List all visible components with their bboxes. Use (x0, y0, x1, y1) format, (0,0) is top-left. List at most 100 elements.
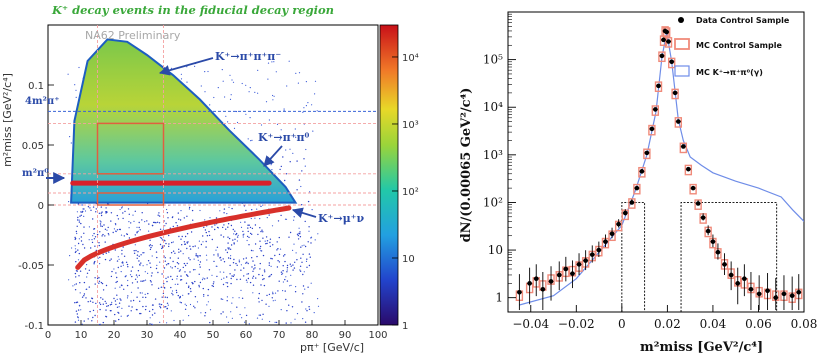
left-x-tick-label: 0 (45, 330, 51, 341)
right-x-tick-label: −0.04 (512, 317, 549, 331)
data-point (589, 252, 595, 257)
scatter-dot (116, 306, 119, 308)
scatter-dot (102, 289, 105, 291)
scatter-dot (86, 276, 88, 278)
data-point (781, 291, 787, 297)
scatter-dot (214, 228, 216, 231)
scatter-dot (302, 293, 304, 295)
scatter-dot (77, 317, 79, 319)
scatter-dot (186, 81, 188, 83)
scatter-dot (235, 233, 237, 236)
scatter-dot (286, 85, 288, 87)
scatter-dot (82, 210, 84, 213)
scatter-dot (247, 262, 249, 265)
scatter-dot (244, 307, 246, 309)
data-point (517, 289, 522, 295)
scatter-dot (122, 264, 124, 266)
scatter-dot (250, 217, 252, 220)
scatter-dot (303, 107, 305, 109)
scatter-dot (100, 225, 102, 227)
left-x-tick-label: 10 (75, 330, 88, 341)
scatter-dot (220, 298, 222, 300)
scatter-dot (147, 272, 149, 274)
scatter-dot (104, 235, 106, 237)
scatter-dot (266, 242, 268, 245)
scatter-dot (213, 260, 215, 263)
scatter-dot (118, 318, 120, 321)
scatter-dot (123, 288, 125, 290)
scatter-dot (187, 286, 190, 289)
scatter-dot (285, 218, 288, 220)
signal-region-outline (680, 201, 778, 312)
scatter-dot (282, 156, 284, 158)
scatter-dot (266, 294, 268, 297)
scatter-dot (116, 214, 119, 217)
scatter-dot (268, 276, 270, 278)
scatter-dot (262, 254, 265, 257)
scatter-dot (248, 323, 250, 325)
scatter-dot (139, 292, 141, 294)
scatter-dot (143, 280, 145, 282)
scatter-dot (139, 300, 141, 302)
scatter-dot (185, 304, 187, 307)
scatter-dot (199, 266, 201, 268)
scatter-dot (314, 239, 316, 241)
scatter-dot (307, 286, 309, 288)
scatter-dot (230, 277, 232, 280)
scatter-dot (202, 287, 204, 290)
scatter-dot (268, 214, 270, 216)
scatter-dot (302, 273, 304, 276)
scatter-dot (272, 293, 274, 295)
data-point (616, 221, 621, 227)
scatter-dot (302, 253, 304, 255)
scatter-dot (270, 273, 273, 276)
scatter-dot (233, 233, 235, 235)
scatter-dot (74, 289, 77, 291)
scatter-dot (298, 179, 301, 181)
scatter-dot (142, 296, 144, 298)
scatter-dot (309, 256, 311, 258)
scatter-dot (173, 319, 175, 322)
legend-label-data: Data Control Sample (696, 16, 790, 25)
scatter-dot (166, 307, 169, 310)
scatter-dot (183, 262, 186, 265)
scatter-dot (284, 218, 287, 220)
scatter-dot (92, 206, 95, 208)
scatter-dot (248, 236, 250, 239)
scatter-dot (247, 273, 250, 275)
scatter-dot (223, 277, 225, 279)
scatter-dot (290, 284, 292, 286)
scatter-dot (79, 215, 81, 217)
scatter-dot (301, 204, 303, 206)
scatter-dot (150, 246, 152, 249)
scatter-dot (77, 249, 79, 251)
scatter-dot (95, 302, 97, 305)
scatter-dot (269, 245, 271, 247)
scatter-dot (227, 257, 230, 259)
scatter-dot (212, 285, 215, 288)
scatter-dot (270, 164, 272, 166)
scatter-dot (154, 298, 157, 300)
scatter-dot (100, 214, 103, 217)
scatter-dot (261, 299, 263, 302)
scatter-dot (114, 300, 117, 302)
scatter-dot (192, 219, 194, 221)
scatter-dot (205, 254, 208, 256)
scatter-dot (252, 275, 255, 277)
scatter-dot (78, 221, 81, 223)
scatter-dot (114, 249, 117, 251)
scatter-dot (305, 81, 307, 83)
scatter-dot (301, 301, 303, 303)
scatter-dot (213, 281, 215, 283)
scatter-dot (180, 73, 182, 75)
scatter-dot (217, 87, 219, 89)
scatter-dot (82, 243, 84, 246)
scatter-dot (75, 301, 78, 304)
scatter-dot (203, 295, 205, 297)
scatter-dot (199, 255, 201, 257)
scatter-dot (172, 250, 175, 252)
scatter-dot (88, 226, 90, 228)
scatter-dot (194, 296, 197, 298)
scatter-dot (75, 261, 77, 263)
scatter-dot (93, 263, 95, 265)
